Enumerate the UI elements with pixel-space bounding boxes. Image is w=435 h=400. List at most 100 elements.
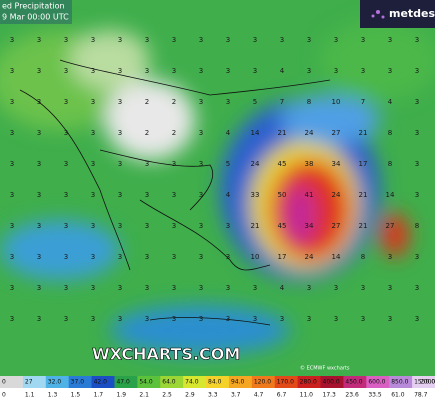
title-backdrop	[0, 0, 72, 24]
grid-number: 3	[226, 284, 230, 292]
grid-number: 3	[118, 284, 122, 292]
grid-number: 3	[37, 160, 41, 168]
colorbar-label: 600.0	[368, 379, 385, 386]
brand-logo	[371, 10, 385, 19]
colorbar-label: 450.0	[345, 379, 362, 386]
grid-number: 3	[253, 67, 257, 75]
grid-number: 3	[199, 67, 203, 75]
grid-number: 3	[199, 253, 203, 261]
colorbar-label: 2000.0	[420, 379, 435, 386]
colorbar-label: 17.3	[323, 392, 337, 399]
colorbar-label: 47.0	[116, 379, 130, 386]
grid-number: 3	[361, 315, 365, 323]
grid-number: 3	[172, 315, 176, 323]
grid-number: 3	[91, 284, 95, 292]
grid-number: 3	[10, 160, 14, 168]
colorbar-label: 6.7	[277, 392, 287, 399]
grid-number: 4	[388, 98, 393, 106]
grid-number: 3	[145, 160, 149, 168]
grid-number: 3	[253, 315, 257, 323]
grid-number: 21	[359, 222, 368, 230]
grid-number: 3	[388, 284, 392, 292]
title: ed Precipitation	[2, 2, 65, 11]
grid-number: 3	[37, 253, 41, 261]
colorbar-swatch	[68, 376, 93, 388]
grid-number: 3	[334, 315, 338, 323]
grid-number: 3	[37, 191, 41, 199]
grid-number: 3	[10, 253, 14, 261]
brand: metdesk	[389, 7, 435, 20]
colorbar-swatch	[206, 376, 230, 388]
grid-number: 3	[91, 67, 95, 75]
grid-number: 3	[64, 191, 68, 199]
grid-number: 3	[118, 98, 122, 106]
grid-number: 3	[226, 315, 230, 323]
grid-number: 7	[280, 98, 284, 106]
colorbar-label: 94.0	[231, 379, 245, 386]
grid-number: 3	[172, 284, 176, 292]
grid-number: 3	[64, 36, 68, 44]
grid-number: 24	[305, 129, 314, 137]
colorbar-swatch	[297, 376, 322, 388]
grid-number: 45	[278, 160, 287, 168]
colorbar-swatch	[320, 376, 344, 388]
grid-number: 3	[199, 315, 203, 323]
grid-number: 3	[199, 36, 203, 44]
grid-number: 3	[199, 98, 203, 106]
grid-number: 38	[305, 160, 314, 168]
grid-number: 50	[278, 191, 287, 199]
grid-number: 3	[199, 222, 203, 230]
grid-number: 3	[91, 160, 95, 168]
grid-number: 4	[226, 191, 231, 199]
grid-number: 34	[332, 160, 341, 168]
grid-number: 5	[253, 98, 257, 106]
grid-number: 3	[118, 191, 122, 199]
grid-number: 14	[251, 129, 260, 137]
grid-number: 3	[199, 191, 203, 199]
grid-number: 2	[145, 129, 149, 137]
grid-number: 3	[307, 284, 311, 292]
grid-number: 3	[415, 284, 419, 292]
grid-number: 3	[10, 67, 14, 75]
colorbar-label: 33.5	[368, 392, 382, 399]
grid-number: 3	[415, 253, 419, 261]
grid-number: 3	[145, 284, 149, 292]
grid-number: 3	[199, 160, 203, 168]
grid-number: 3	[253, 36, 257, 44]
grid-number: 3	[415, 129, 419, 137]
grid-number: 17	[278, 253, 287, 261]
precip-field	[0, 20, 435, 355]
grid-number: 3	[10, 222, 14, 230]
grid-number: 3	[307, 36, 311, 44]
grid-number: 3	[361, 284, 365, 292]
grid-number: 4	[226, 129, 231, 137]
grid-number: 3	[199, 284, 203, 292]
subtitle: 9 Mar 00:00 UTC	[2, 13, 69, 22]
grid-number: 2	[172, 129, 176, 137]
grid-number: 3	[388, 67, 392, 75]
grid-number: 3	[172, 253, 176, 261]
colorbar-label: 400.0	[323, 379, 340, 386]
grid-number: 3	[334, 67, 338, 75]
grid-number: 3	[145, 67, 149, 75]
grid-number: 3	[253, 284, 257, 292]
grid-number: 3	[307, 315, 311, 323]
grid-number: 45	[278, 222, 287, 230]
grid-number: 3	[145, 315, 149, 323]
grid-number: 3	[64, 222, 68, 230]
grid-number: 3	[226, 253, 230, 261]
grid-number: 3	[10, 36, 14, 44]
colorbar-label: 74.0	[185, 379, 199, 386]
colorbar-swatch	[91, 376, 115, 388]
colorbar-label: 84.0	[208, 379, 222, 386]
grid-number: 5	[226, 160, 230, 168]
grid-number: 2	[145, 98, 149, 106]
grid-number: 3	[10, 315, 14, 323]
grid-number: 21	[359, 129, 368, 137]
grid-number: 3	[10, 98, 14, 106]
grid-number: 3	[64, 129, 68, 137]
grid-number: 14	[332, 253, 341, 261]
grid-number: 3	[37, 284, 41, 292]
colorbar-label: 64.0	[162, 379, 176, 386]
